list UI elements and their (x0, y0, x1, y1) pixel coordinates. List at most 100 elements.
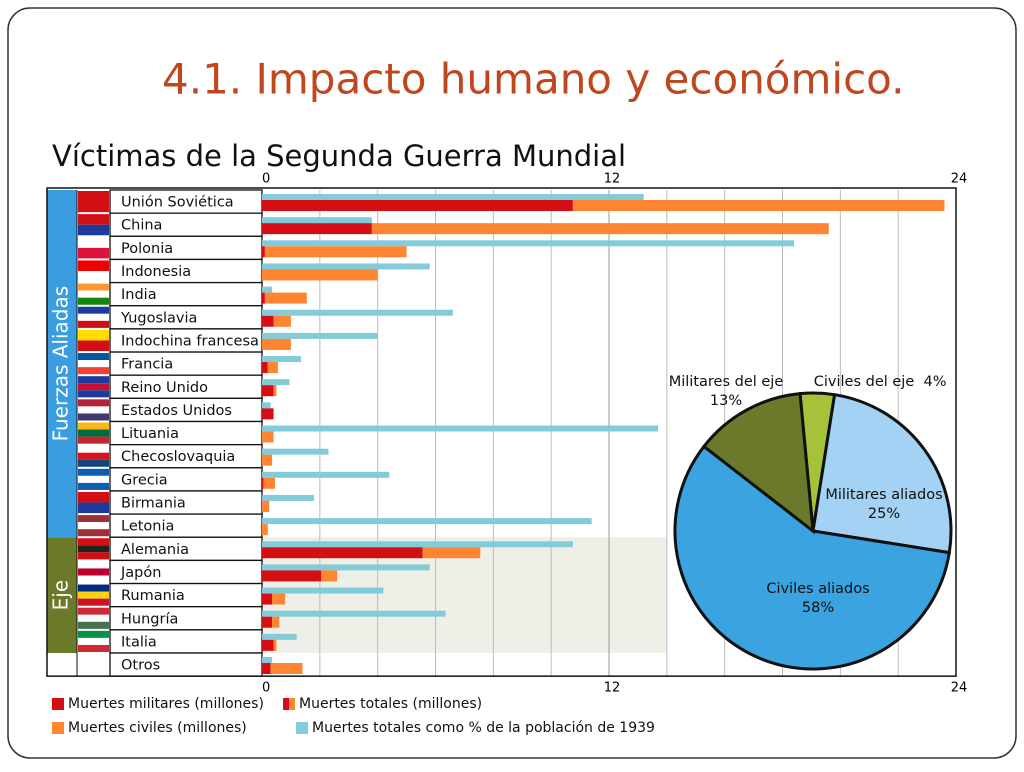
flag (78, 422, 109, 430)
bar (262, 408, 274, 420)
bar (262, 518, 592, 525)
flag (78, 390, 109, 398)
legend-label: Muertes totales (millones) (299, 696, 482, 712)
flag (78, 591, 109, 599)
flag (78, 445, 109, 453)
bar (262, 362, 268, 374)
bar (262, 356, 302, 363)
bar (262, 286, 273, 293)
flag (78, 320, 109, 328)
chart-title: Víctimas de la Segunda Guerra Mundial (52, 139, 626, 173)
y-tick-label: Unión Soviética (121, 195, 234, 211)
flag (78, 621, 109, 629)
flag (78, 452, 109, 460)
flag (78, 237, 109, 248)
flag (78, 475, 109, 483)
bar (262, 217, 372, 224)
y-tick-label: Rumania (121, 588, 185, 604)
flag (78, 413, 109, 421)
y-tick-label: Hungría (121, 611, 178, 627)
bar (262, 269, 378, 281)
bar (262, 315, 274, 327)
bar (422, 547, 481, 559)
bar (273, 385, 277, 397)
pie-slice (701, 391, 815, 535)
bar (264, 246, 407, 258)
flag (78, 247, 109, 259)
bar (267, 362, 278, 374)
pie-label: Militares aliados (825, 487, 942, 503)
legend-swatch (52, 698, 64, 710)
bar (262, 477, 264, 489)
bar (262, 639, 274, 651)
flag (78, 529, 109, 537)
flag (78, 552, 109, 560)
bar (262, 663, 271, 674)
pie-value-label: 13% (710, 393, 742, 409)
flag (78, 568, 109, 576)
y-tick-label: Checoslovaquia (121, 449, 235, 465)
y-tick-label: Yugoslavia (120, 310, 197, 326)
group-band (47, 190, 77, 538)
bar (272, 616, 280, 628)
bar (262, 587, 384, 594)
flag (78, 191, 109, 213)
bar (262, 309, 453, 316)
bar (262, 292, 265, 304)
flag (78, 654, 109, 676)
y-tick-label: Reino Unido (121, 380, 208, 396)
flag (78, 575, 109, 583)
bar (272, 593, 286, 605)
bar (262, 448, 329, 455)
bar (262, 425, 659, 432)
flag (78, 598, 109, 606)
x-tick-label: 0 (262, 172, 270, 187)
flag (78, 399, 109, 407)
bar (262, 633, 297, 640)
bar (262, 379, 290, 386)
flag (78, 214, 109, 225)
y-tick-label: Letonia (121, 519, 174, 535)
y-tick-label: Otros (121, 658, 160, 674)
pie-value-label: 58% (802, 600, 834, 616)
x-tick-label: 12 (604, 172, 621, 187)
bar (262, 240, 795, 247)
bar (262, 541, 573, 548)
flag (78, 607, 109, 615)
pie-value-label: 25% (868, 506, 900, 522)
group-band (47, 537, 77, 653)
flag (78, 306, 109, 314)
pie-label: Civiles aliados (766, 581, 869, 597)
bar (572, 200, 945, 211)
bar (262, 570, 322, 582)
flag (78, 644, 109, 652)
flag (78, 614, 109, 622)
flag (78, 283, 109, 291)
x-tick-label: 0 (262, 681, 270, 696)
bar (262, 194, 644, 200)
legend-label: Muertes totales como % de la población d… (312, 720, 655, 736)
flag (78, 383, 109, 391)
bar (262, 494, 315, 501)
bar (264, 292, 307, 304)
pie-slice (673, 444, 952, 671)
flag (78, 538, 109, 546)
y-tick-label: Francia (121, 357, 173, 373)
y-tick-label: China (121, 218, 162, 234)
bar (262, 431, 274, 443)
flag (78, 584, 109, 592)
flag (78, 290, 109, 298)
flag (78, 224, 109, 236)
y-tick-label: Polonia (121, 241, 173, 257)
bar (262, 657, 273, 663)
y-tick-label: Estados Unidos (121, 403, 232, 419)
flag (78, 502, 109, 514)
bar (262, 200, 573, 211)
bar (262, 471, 390, 478)
y-tick-label: Indochina francesa (121, 333, 259, 349)
pie-slice (811, 392, 953, 555)
bar (371, 223, 829, 235)
chart-frame (46, 187, 957, 677)
slide-title: 4.1. Impacto humano y económico. (162, 55, 905, 104)
bar (262, 524, 268, 536)
